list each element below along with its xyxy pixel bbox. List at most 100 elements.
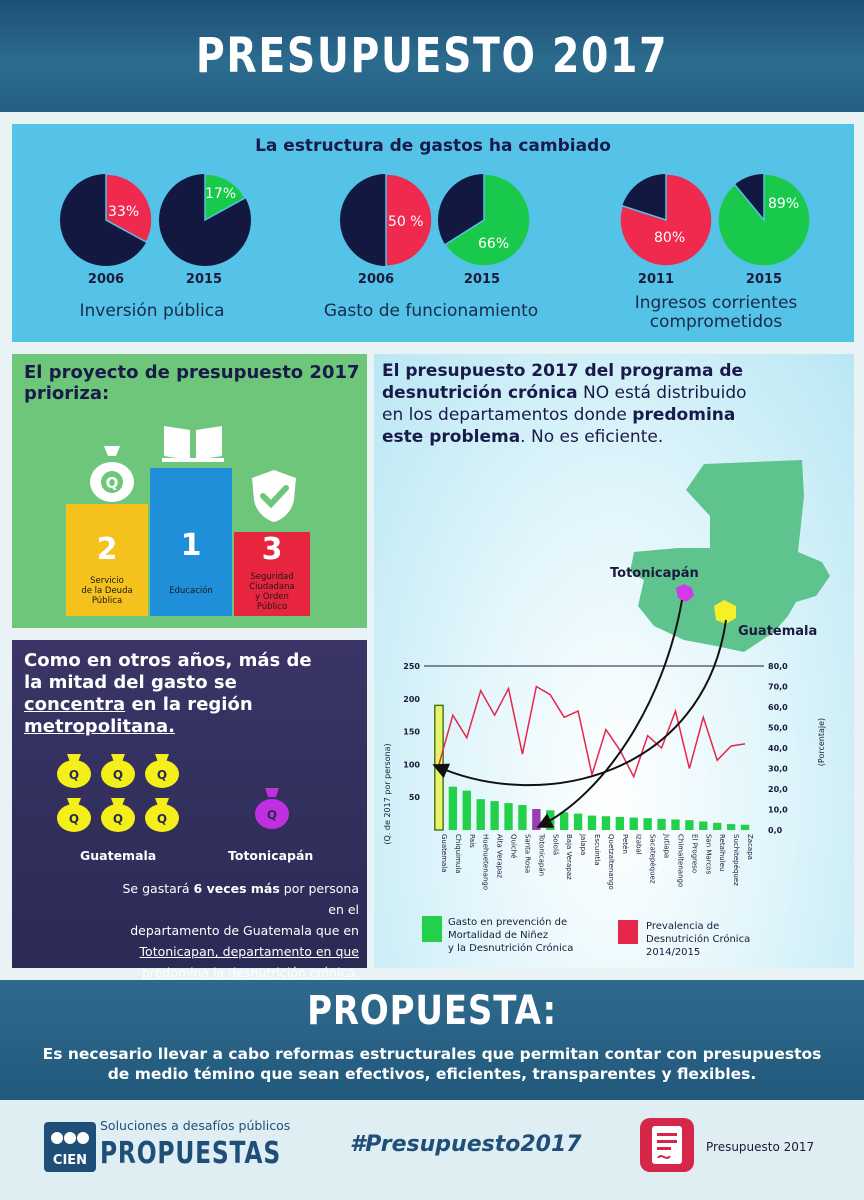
structure-title: La estructura de gastos ha cambiado <box>255 136 611 156</box>
totonicapan-label: Totonicapán <box>228 848 314 863</box>
money-bag-icon: Q <box>57 754 91 788</box>
group-label-public-investment: Inversión pública <box>79 301 225 321</box>
malnutrition-panel: El presupuesto 2017 del programa de desn… <box>374 354 854 968</box>
book-icon <box>162 426 224 462</box>
y-tick-label: 50 <box>409 793 421 802</box>
pie-charts <box>60 173 811 267</box>
x-tick-label: Quetzaltenango <box>607 834 615 890</box>
structure-panel: La estructura de gastos ha cambiado 2006… <box>12 124 854 342</box>
totonicapan-money-bag-icon: Q <box>255 788 289 829</box>
x-tick-label: Sacatepéquez <box>649 834 657 884</box>
totonicapan-region <box>676 584 694 602</box>
bar <box>671 819 680 830</box>
x-tick-label: Totonicapán <box>537 833 545 876</box>
x-tick-label: Guatemala <box>440 834 448 873</box>
pie-year: 2015 <box>185 272 223 287</box>
y2-tick-label: 50,0 <box>768 724 788 733</box>
money-bag-icon: Q <box>101 754 135 788</box>
pie-slice <box>105 173 153 244</box>
y2-axis-label: (Porcentaje) <box>817 718 826 766</box>
bar <box>560 812 569 830</box>
pie-slice <box>444 173 531 267</box>
y-tick-label: 150 <box>403 728 420 737</box>
pie-slice <box>385 173 433 267</box>
bar <box>587 815 597 830</box>
bar <box>657 818 666 830</box>
prevalence-line <box>438 685 746 779</box>
bar <box>601 816 611 830</box>
bar <box>615 816 624 830</box>
pie-slice <box>204 173 247 222</box>
proposal-text: Es necesario llevar a cabo reformas estr… <box>42 1045 822 1083</box>
svg-text:Q: Q <box>113 812 123 826</box>
pie-year: 2006 <box>87 272 125 287</box>
x-tick-label: Baja Verapaz <box>565 834 573 880</box>
x-tick-label: Suchitepéquez <box>732 834 740 886</box>
budget-document-label: Presupuesto 2017 <box>706 1140 815 1154</box>
x-tick-label: Zacapa <box>746 834 754 860</box>
header-banner: PRESUPUESTO 2017 <box>0 0 864 112</box>
x-tick-label: Jalapa <box>579 833 587 855</box>
map-label-totonicapan: Totonicapán <box>610 566 699 581</box>
guatemala-map <box>630 460 830 652</box>
y-tick-label: 250 <box>403 662 420 671</box>
x-tick-label: Izabal <box>635 834 643 855</box>
money-bag-icon: Q <box>90 446 134 502</box>
pie-value: 80% <box>654 230 686 246</box>
pie-slice <box>619 173 713 267</box>
money-bag-icon: Q <box>145 754 179 788</box>
svg-text:Q: Q <box>113 768 123 782</box>
group-label-current-revenue: Ingresos corrientes comprometidos <box>634 293 798 332</box>
y2-tick-label: 30,0 <box>768 765 788 774</box>
pie-year: 2015 <box>463 272 501 287</box>
page-title: PRESUPUESTO 2017 <box>195 28 669 84</box>
y2-tick-label: 60,0 <box>768 703 788 712</box>
x-tick-label: Sololá <box>551 834 559 855</box>
x-tick-label: Chimaltenango <box>676 834 684 887</box>
money-bag-icon: Q <box>101 798 135 832</box>
priority-bar-debt: 2 Servicio de la Deuda Pública <box>66 504 148 616</box>
svg-text:CIEN: CIEN <box>53 1153 87 1168</box>
money-bag-icon: Q <box>57 798 91 832</box>
connection-arrows <box>432 599 727 828</box>
y2-tick-label: 80,0 <box>768 662 788 671</box>
svg-text:Q: Q <box>157 812 167 826</box>
svg-text:Q: Q <box>106 474 119 492</box>
bar <box>532 809 541 830</box>
svg-text:Q: Q <box>69 812 79 826</box>
legend-spending-swatch <box>422 916 442 942</box>
pie-year: 2015 <box>745 272 783 287</box>
bar <box>685 820 694 830</box>
priorities-panel: El proyecto de presupuesto 2017 prioriza… <box>12 354 367 628</box>
proposal-title: PROPUESTA: <box>307 988 557 1034</box>
footer: CIEN Soluciones a desafíos públicos PROP… <box>0 1100 864 1200</box>
x-tick-label: País <box>468 834 476 848</box>
footer-tagline: Soluciones a desafíos públicos <box>100 1118 291 1133</box>
cien-logo: CIEN <box>44 1122 96 1172</box>
y2-tick-label: 0,0 <box>768 826 783 835</box>
x-tick-label: Petén <box>621 834 629 854</box>
hashtag[interactable]: #Presupuesto2017 <box>350 1132 582 1157</box>
bar <box>518 805 527 830</box>
pie-value: 50 % <box>388 214 424 230</box>
bar <box>699 821 708 830</box>
x-tick-label: Huehuetenango <box>482 834 490 890</box>
bar <box>490 801 499 830</box>
legend-prevalence: Prevalencia de Desnutrición Crónica 2014… <box>646 921 751 958</box>
bar <box>726 824 736 830</box>
legend-prevalence-swatch <box>618 920 638 944</box>
malnutrition-heading: El presupuesto 2017 del programa de desn… <box>382 361 747 447</box>
priorities-title: El proyecto de presupuesto 2017 prioriza… <box>24 362 360 404</box>
bar <box>643 818 652 830</box>
x-tick-label: Santa Rosa <box>523 834 531 873</box>
footer-brand: PROPUESTAS <box>100 1136 281 1171</box>
pie-value: 66% <box>478 236 510 252</box>
x-tick-label: Alta Verapaz <box>496 834 504 878</box>
pie-slice <box>717 173 811 267</box>
svg-text:Q: Q <box>157 768 167 782</box>
guatemala-label: Guatemala <box>80 848 157 863</box>
pie-year: 2011 <box>637 272 675 287</box>
svg-text:Q: Q <box>267 808 277 822</box>
malnutrition-chart: 250 200 150 100 50 80,0 70,0 60,0 50,0 40,0 30,0 20… <box>383 662 826 890</box>
x-tick-label: San Marcos <box>704 834 712 875</box>
